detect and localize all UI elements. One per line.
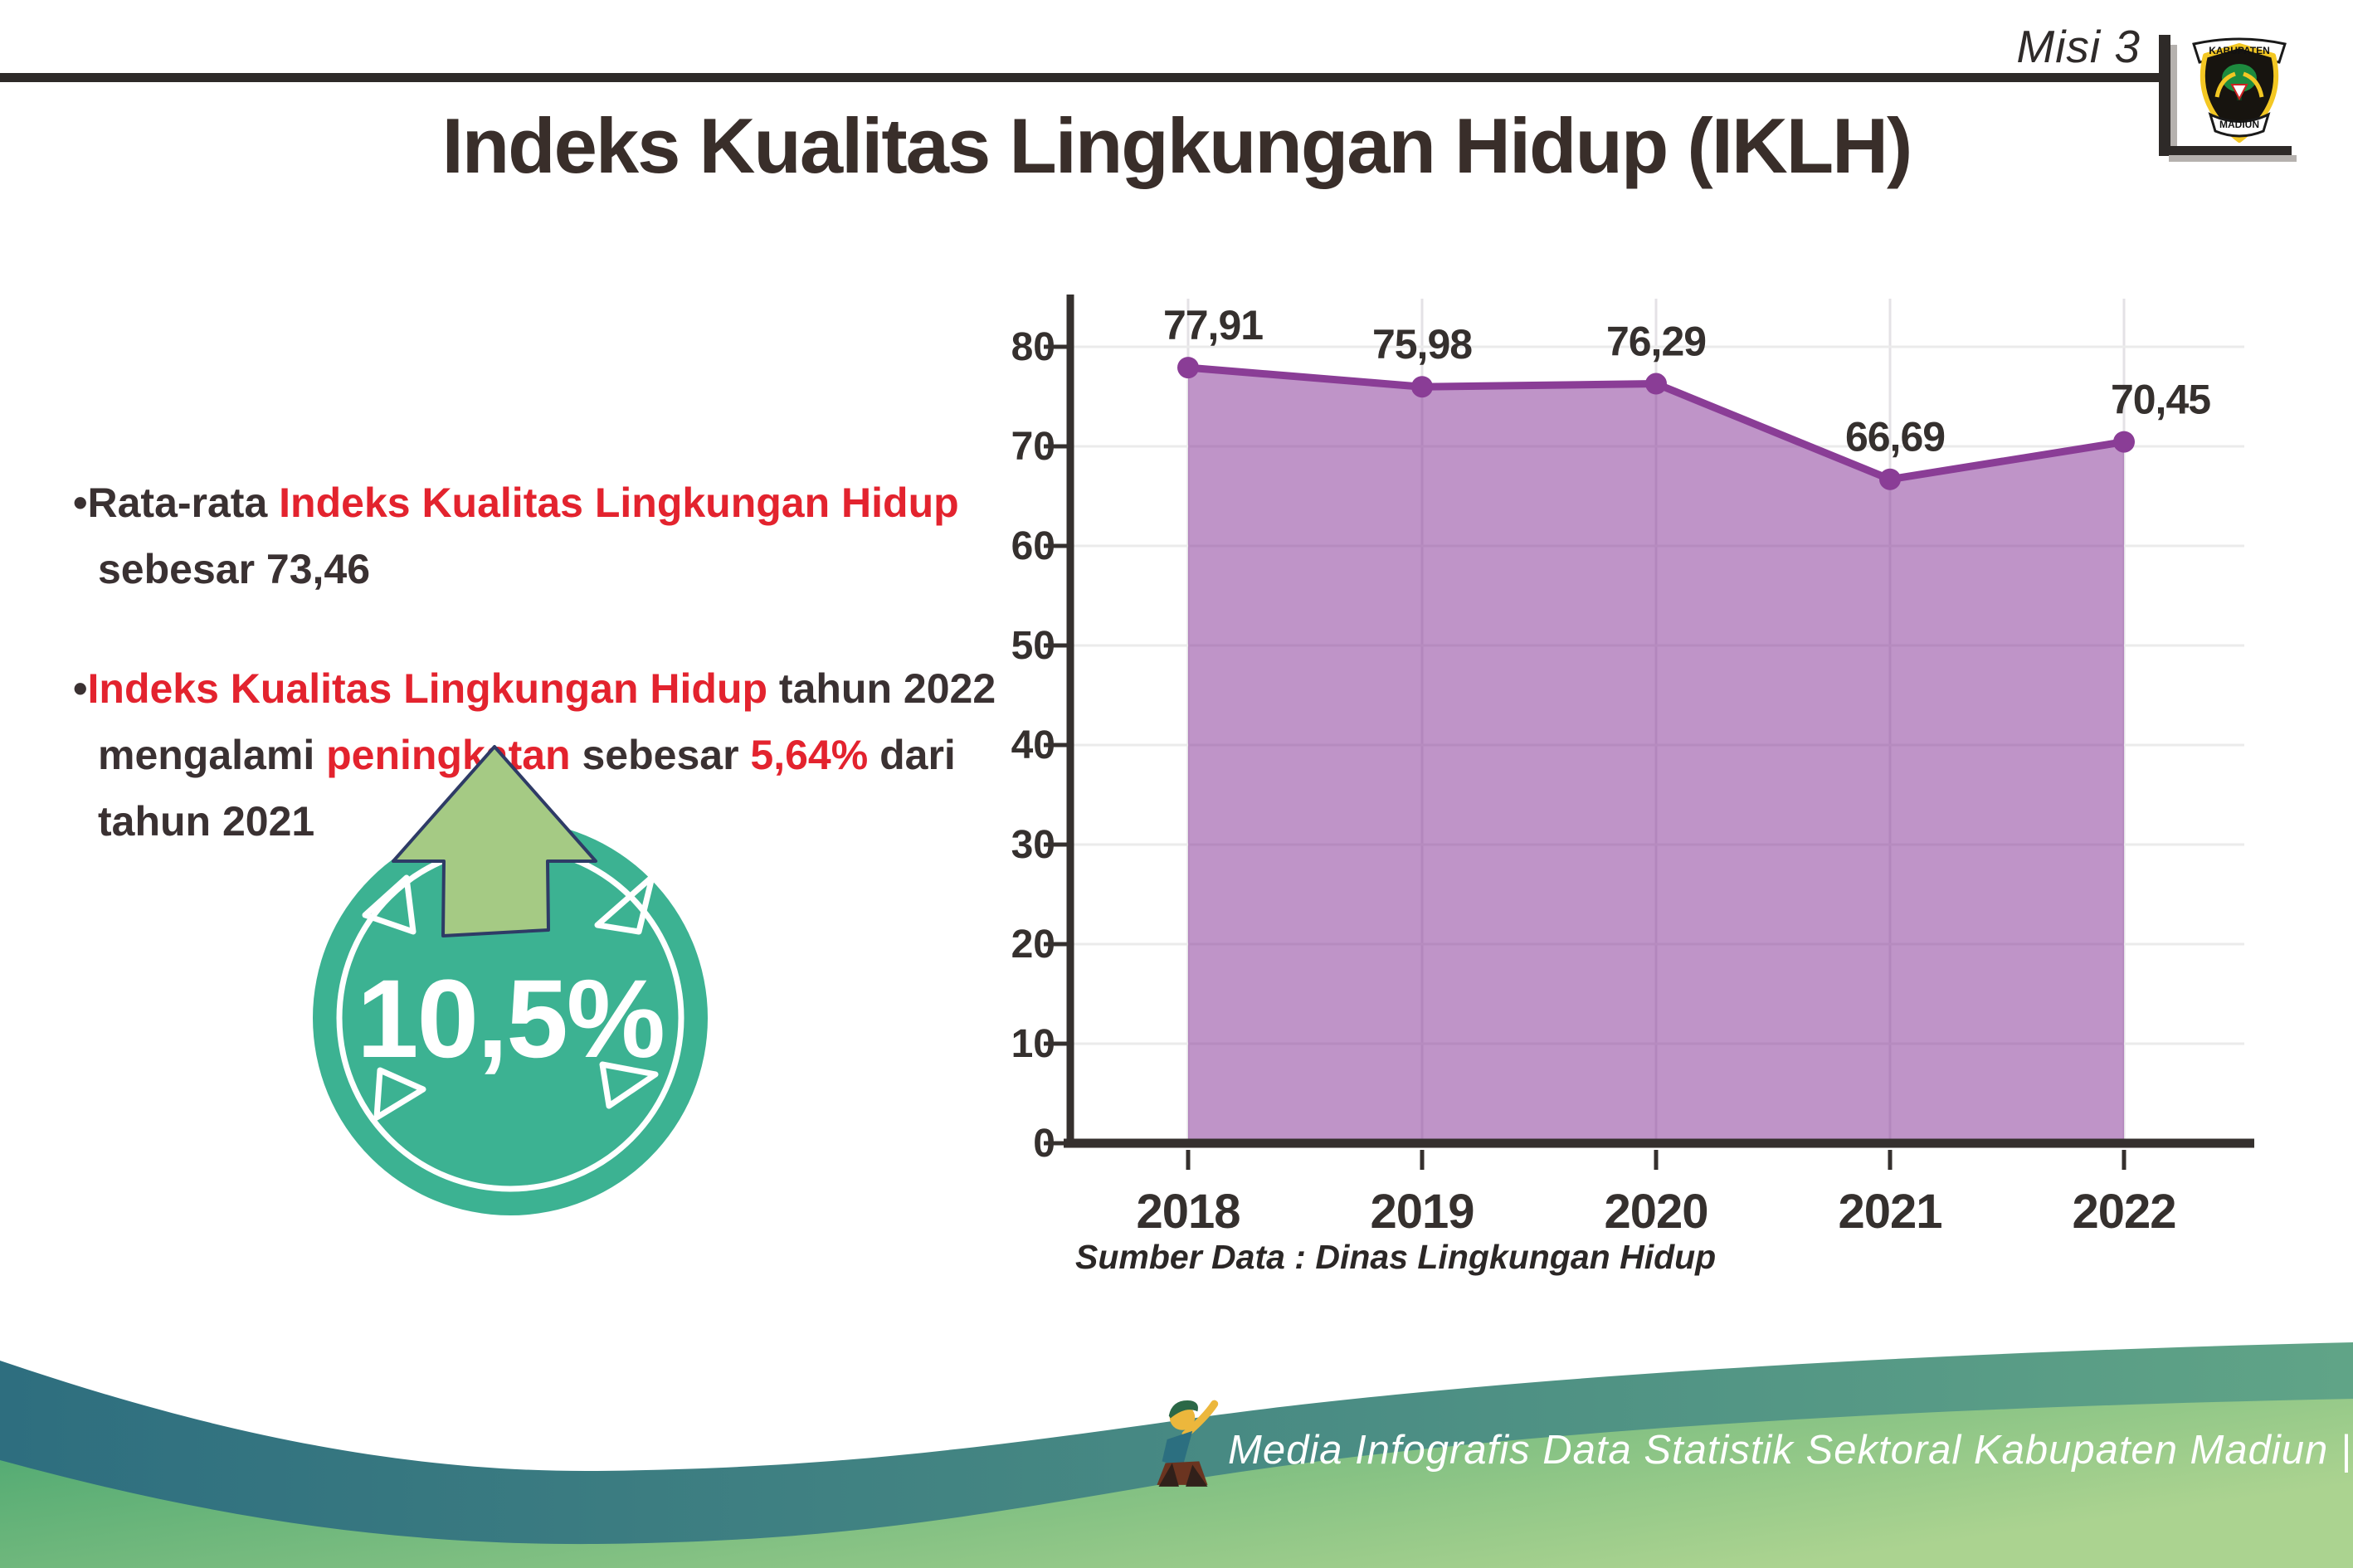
badge-value: 10,5%	[357, 957, 664, 1081]
bullet-list: •Rata-rata Indeks Kualitas Lingkungan Hi…	[73, 470, 1019, 855]
chart-source-caption: Sumber Data : Dinas Lingkungan Hidup	[1075, 1238, 1717, 1276]
chart-value-label: 75,98	[1372, 321, 1472, 368]
bullet-item: •Indeks Kualitas Lingkungan Hidup tahun …	[73, 655, 1019, 855]
y-axis-tick-label: 10	[1011, 1022, 1055, 1066]
bullet-text-segment: sebesar 73,46	[98, 546, 371, 592]
bullet-text-segment: Indeks Kualitas Lingkungan Hidup	[279, 480, 959, 526]
logo-bracket-bottom-shadow	[2169, 155, 2297, 162]
bullet-text-segment: Indeks Kualitas Lingkungan Hidup	[87, 665, 768, 712]
x-axis-tick-label: 2018	[1136, 1185, 1240, 1239]
kabupaten-madiun-logo-icon: KABUPATEN MADIUN	[2192, 37, 2287, 143]
page-title: Indeks Kualitas Lingkungan Hidup (IKLH)	[441, 102, 1913, 189]
logo-bottom-text: MADIUN	[2219, 119, 2259, 130]
badge-spark-triangle	[599, 1061, 659, 1109]
y-axis-tick-label: 50	[1011, 624, 1055, 668]
logo-bracket-vertical	[2159, 35, 2170, 156]
badge-spark-triangle	[594, 874, 655, 935]
chart-data-point	[2113, 431, 2135, 453]
x-axis-tick-label: 2022	[2072, 1185, 2175, 1239]
chart-data-point	[1645, 373, 1667, 395]
misi-label: Misi 3	[2016, 21, 2141, 72]
bullet-text-segment: 5,64%	[750, 732, 869, 778]
logo-top-text: KABUPATEN	[2209, 45, 2270, 56]
chart-data-point	[1411, 376, 1433, 398]
increase-badge: 10,5%	[313, 745, 708, 1215]
y-axis-tick-label: 0	[1033, 1122, 1055, 1166]
chart-value-label: 66,69	[1845, 414, 1945, 460]
header-rule	[0, 73, 2161, 82]
y-axis-tick-label: 70	[1011, 425, 1055, 469]
chart-data-point	[1879, 468, 1901, 490]
chart-value-label: 76,29	[1606, 319, 1706, 365]
footer-mascot-icon	[1157, 1400, 1219, 1487]
bullet-text-segment: tahun 2022 mengalami	[98, 665, 996, 778]
bullet-text-segment: Rata-rata	[87, 480, 280, 526]
chart-data-point	[1177, 357, 1199, 379]
badge-spark-triangle	[373, 1067, 426, 1121]
badge-spark-triangle	[362, 874, 417, 935]
chart-area-fill	[1188, 368, 2124, 1143]
iklh-area-chart: 77,91 75,98 76,29 66,69 70,45 0 10 20 30 40 50 60 70…	[1011, 295, 2254, 1239]
logo-bracket-horizontal	[2159, 146, 2292, 155]
bullet-dot: •	[73, 665, 88, 712]
y-axis-tick-label: 40	[1011, 723, 1055, 767]
y-axis-tick-label: 20	[1011, 923, 1055, 967]
bullet-dot: •	[73, 480, 88, 526]
arrow-up-icon	[392, 745, 597, 937]
bullet-text-segment: dari tahun 2021	[98, 732, 956, 845]
y-axis-tick-label: 80	[1011, 325, 1055, 369]
y-axis-tick-label: 30	[1011, 823, 1055, 867]
x-axis-tick-label: 2021	[1838, 1185, 1941, 1239]
chart-value-label: 77,91	[1163, 302, 1263, 348]
logo-bracket-shadow	[2170, 45, 2177, 161]
y-axis-tick-label: 60	[1011, 524, 1055, 568]
x-axis-tick-label: 2020	[1604, 1185, 1708, 1239]
bullet-item: •Rata-rata Indeks Kualitas Lingkungan Hi…	[73, 470, 1019, 602]
bullet-text-segment: peningkatan	[326, 732, 571, 778]
bullet-text-segment: sebesar	[570, 732, 751, 778]
x-axis-tick-label: 2019	[1370, 1185, 1474, 1239]
chart-value-label: 70,45	[2111, 377, 2210, 423]
footer-caption: Media Infografis Data Statistik Sektoral…	[1228, 1428, 2352, 1473]
